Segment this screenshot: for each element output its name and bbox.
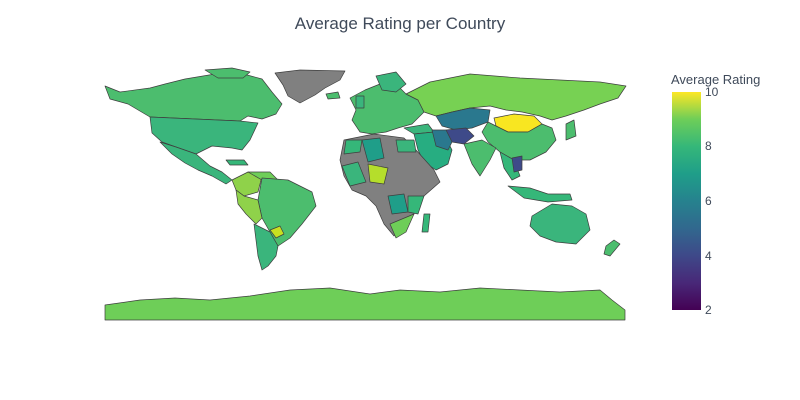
indonesia-region bbox=[507, 185, 573, 203]
colorbar-gradient bbox=[672, 92, 701, 310]
peru-region bbox=[235, 189, 263, 225]
egypt-region bbox=[395, 139, 417, 153]
new-zealand-region bbox=[603, 239, 621, 257]
algeria-region bbox=[361, 137, 385, 163]
southeast-asia-region bbox=[499, 151, 521, 181]
uk-region bbox=[355, 95, 365, 109]
argentina-region bbox=[253, 223, 279, 271]
india-region bbox=[463, 139, 497, 177]
mali-region bbox=[367, 163, 389, 185]
china-region bbox=[481, 121, 557, 161]
canada-region bbox=[104, 72, 283, 122]
antarctica-region bbox=[104, 287, 626, 321]
world-map bbox=[104, 67, 627, 321]
colorbar-tick-label: 8 bbox=[705, 139, 712, 153]
colorbar: Average Rating 10 8 6 4 2 bbox=[671, 72, 760, 317]
colorbar-tick-label: 10 bbox=[705, 85, 719, 99]
central-africa-region bbox=[387, 193, 409, 215]
greenland-region bbox=[274, 69, 346, 104]
colorbar-tick-label: 4 bbox=[705, 249, 712, 263]
iceland-region bbox=[325, 91, 341, 100]
indochina-region bbox=[511, 155, 523, 173]
japan-region bbox=[565, 119, 577, 141]
west-africa-region bbox=[341, 161, 367, 187]
scandinavia-region bbox=[375, 71, 407, 93]
united-states-region bbox=[149, 116, 259, 155]
colorbar-tick-label: 6 bbox=[705, 194, 712, 208]
iran-region bbox=[431, 129, 453, 151]
colorbar-tick-label: 2 bbox=[705, 303, 712, 317]
paraguay-region bbox=[269, 225, 285, 239]
morocco-region bbox=[343, 139, 363, 155]
colorbar-title: Average Rating bbox=[671, 72, 760, 87]
mexico-region bbox=[159, 141, 233, 185]
east-africa-region bbox=[407, 195, 425, 215]
arctic-islands-region bbox=[204, 67, 251, 79]
caribbean-region bbox=[225, 159, 249, 166]
southern-africa-region bbox=[389, 213, 415, 239]
australia-region bbox=[529, 203, 591, 245]
map-title: Average Rating per Country bbox=[294, 14, 506, 33]
russia-region bbox=[405, 73, 627, 121]
madagascar-region bbox=[421, 213, 431, 233]
